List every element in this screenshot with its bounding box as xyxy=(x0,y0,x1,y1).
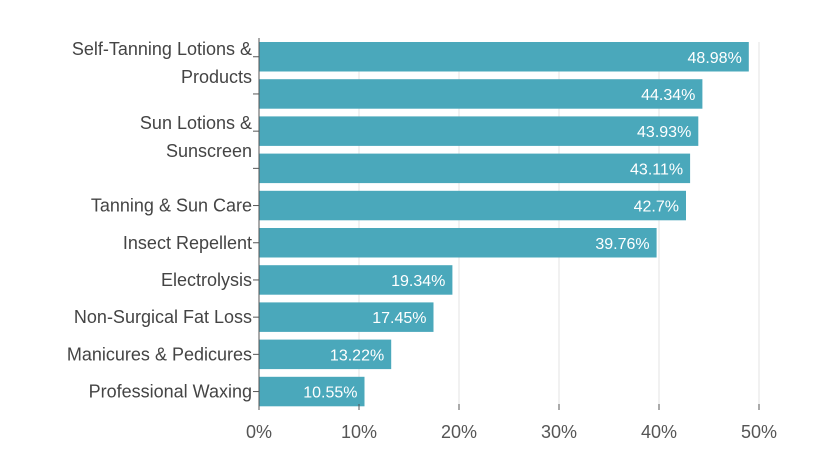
bar xyxy=(259,228,657,258)
bar xyxy=(259,79,703,109)
category-label: Non-Surgical Fat Loss xyxy=(74,307,252,327)
bar xyxy=(259,339,392,370)
bars xyxy=(259,42,749,407)
category-label: Sunscreen xyxy=(166,141,252,161)
axes xyxy=(253,38,760,410)
x-tick-label: 20% xyxy=(441,422,477,442)
x-tick-label: 10% xyxy=(341,422,377,442)
category-label: Manicures & Pedicures xyxy=(67,344,252,364)
bar-value-label: 43.93% xyxy=(637,124,691,141)
bar xyxy=(259,190,686,221)
bar xyxy=(259,265,453,295)
bar-value-label: 17.45% xyxy=(372,310,426,327)
category-label: Tanning & Sun Care xyxy=(91,196,252,216)
bar-value-label: 19.34% xyxy=(391,273,445,290)
bar xyxy=(259,42,749,72)
bar-value-label: 48.98% xyxy=(688,50,742,67)
x-tick-label: 50% xyxy=(741,422,777,442)
bar xyxy=(259,153,691,184)
bar-value-label: 39.76% xyxy=(595,236,649,253)
category-label: Electrolysis xyxy=(161,270,252,290)
bar xyxy=(259,302,434,332)
bar-value-label: 43.11% xyxy=(630,161,683,178)
bar-value-label: 42.7% xyxy=(634,199,679,216)
bar-value-label: 10.55% xyxy=(303,385,357,402)
bar xyxy=(259,376,365,407)
x-tick-label: 40% xyxy=(641,422,677,442)
category-label: Products xyxy=(181,67,252,87)
category-label: Sun Lotions & xyxy=(140,113,252,133)
bar xyxy=(259,116,699,146)
bar-value-label: 44.34% xyxy=(641,87,695,104)
x-tick-label: 0% xyxy=(246,422,272,442)
labels: 0% 10% 20% 30% 40% 50% 48.98% 44.34% 43.93% 43.11… xyxy=(67,39,777,442)
category-label: Self-Tanning Lotions & xyxy=(72,39,252,59)
bar-value-label: 13.22% xyxy=(330,347,384,364)
category-label: Insect Repellent xyxy=(123,233,252,253)
x-tick-label: 30% xyxy=(541,422,577,442)
category-label: Professional Waxing xyxy=(89,382,252,402)
